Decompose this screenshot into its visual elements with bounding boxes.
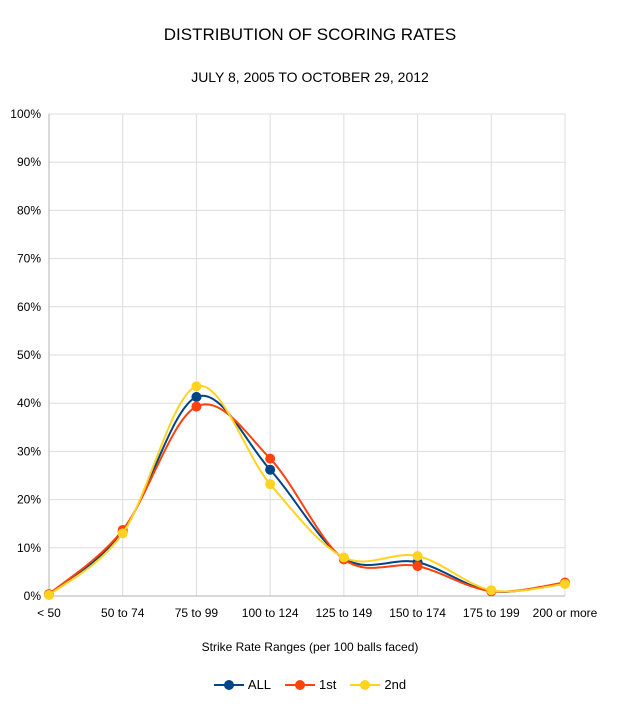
data-point-2nd (117, 528, 128, 539)
series-line-all (48, 394, 566, 596)
data-point-2nd (191, 381, 202, 392)
legend-swatch (285, 679, 316, 690)
legend: ALL 1st 2nd (0, 677, 620, 692)
data-point-2nd (44, 590, 54, 601)
data-point-2nd (486, 585, 497, 596)
x-tick-label: 125 to 149 (315, 606, 372, 620)
y-tick-label: 100% (10, 107, 41, 121)
y-tick-label: 90% (17, 155, 41, 169)
data-point-all (191, 391, 202, 402)
legend-swatch (213, 679, 244, 690)
data-point-1st (412, 561, 423, 572)
legend-marker (295, 679, 306, 690)
legend-entry-all: ALL (213, 677, 272, 692)
series-layer (44, 381, 570, 601)
x-tick-label: 100 to 124 (242, 606, 299, 620)
x-axis-label: Strike Rate Ranges (per 100 balls faced) (201, 640, 419, 654)
y-tick-label: 60% (17, 300, 41, 314)
y-tick-label: 80% (17, 203, 41, 217)
y-tick-label: 50% (17, 348, 41, 362)
legend-label: 2nd (384, 677, 407, 692)
data-point-all (265, 464, 276, 475)
data-point-2nd (265, 479, 276, 490)
y-tick-label: 0% (24, 589, 42, 603)
grid-layer (48, 113, 566, 597)
data-point-2nd (338, 552, 349, 563)
data-point-2nd (412, 550, 423, 561)
x-tick-label: 150 to 174 (389, 606, 446, 620)
x-tick-label: 175 to 199 (463, 606, 520, 620)
legend-marker (223, 679, 234, 690)
x-tick-label: 50 to 74 (101, 606, 145, 620)
y-tick-label: 40% (17, 396, 41, 410)
legend-entry-1st: 1st (285, 677, 336, 692)
y-tick-label: 30% (17, 444, 41, 458)
legend-marker (360, 679, 371, 690)
legend-swatch (350, 679, 381, 690)
x-tick-label: < 50 (37, 606, 61, 620)
legend-label: ALL (247, 677, 272, 692)
legend-label: 1st (319, 677, 337, 692)
series-line-2nd (48, 384, 566, 596)
data-point-1st (191, 401, 202, 412)
y-tick-label: 70% (17, 252, 41, 266)
data-point-2nd (560, 578, 570, 589)
x-tick-label: 200 or more (533, 606, 598, 620)
y-tick-label: 20% (17, 493, 41, 507)
legend-entry-2nd: 2nd (350, 677, 406, 692)
y-tick-label: 10% (17, 541, 41, 555)
axis-layer: 0% 10% 20% 30% 40% 50% 60% 70% 80% 90% 100% < 50 50 … (10, 107, 597, 620)
data-point-1st (265, 453, 276, 464)
chart-subtitle: JULY 8, 2005 TO OCTOBER 29, 2012 (191, 69, 429, 85)
chart-title: DISTRIBUTION OF SCORING RATES (163, 25, 457, 44)
x-tick-label: 75 to 99 (175, 606, 219, 620)
